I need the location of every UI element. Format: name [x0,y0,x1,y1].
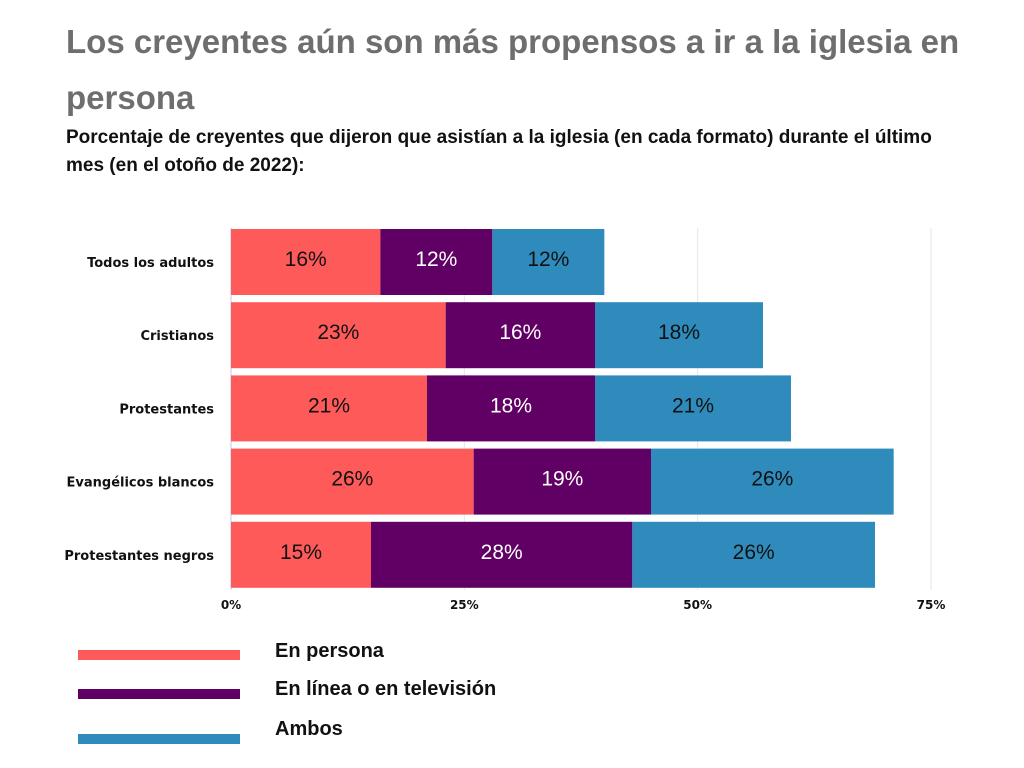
bars [231,229,894,588]
data-label: 18% [490,394,532,417]
data-label: 21% [672,394,714,417]
data-label: 18% [658,321,700,344]
legend-item-en-linea: En línea o en televisión [76,678,536,708]
category-label: Evangélicos blancos [67,476,215,491]
legend-item-ambos: Ambos [76,718,536,748]
data-labels: 16% 12% 12% 23% 16% 18% 21% 18% 21% 26% 19% 26% 15% 2… [280,248,793,564]
bar-segment [632,521,875,588]
bar-segment [231,229,381,295]
category-labels: Todos los adultos Cristianos Protestantes E… [64,256,214,564]
bar-segment [371,521,633,588]
x-tick-label: 25% [450,598,479,612]
bar-segment [651,448,894,515]
x-tick-label: 75% [917,598,946,612]
data-label: 16% [499,321,541,344]
data-label: 26% [331,468,373,491]
category-label: Protestantes [119,402,214,417]
category-label: Todos los adultos [87,256,214,271]
data-label: 15% [280,541,322,564]
legend-label: En persona [275,640,384,662]
bar-segment [473,448,651,515]
x-tick-labels: 0% 25% 50% 75% [221,598,946,612]
category-label: Protestantes negros [64,549,214,564]
data-label: 21% [308,394,350,417]
data-label: 16% [285,248,327,271]
chart-subtitle: Porcentaje de creyentes que dijeron que … [66,127,932,176]
data-label: 19% [541,468,583,491]
data-label: 26% [751,468,793,491]
data-label: 12% [527,248,569,271]
legend-swatch [78,689,240,699]
bar-segment [595,302,763,369]
x-tick-label: 0% [221,598,241,612]
legend-label: En línea o en televisión [275,678,497,700]
legend-swatch [78,734,240,744]
category-label: Cristianos [140,329,214,344]
legend-item-en-persona: En persona [76,640,536,670]
bar-segment [231,375,427,442]
bar-segment [445,302,595,369]
data-label: 12% [415,248,457,271]
x-tick-label: 50% [683,598,712,612]
legend-label: Ambos [275,718,343,740]
chart-title: Los creyentes aún son más propensos a ir… [66,23,960,116]
bar-segment [595,375,791,442]
bar-segment [231,448,474,515]
bar-segment [231,521,371,588]
data-label: 23% [317,321,359,344]
bar-segment [380,229,493,295]
data-label: 26% [733,541,775,564]
bar-segment [231,302,446,369]
legend-swatch [78,650,240,660]
data-label: 28% [481,541,523,564]
bar-segment [492,229,605,295]
bar-segment [427,375,595,442]
